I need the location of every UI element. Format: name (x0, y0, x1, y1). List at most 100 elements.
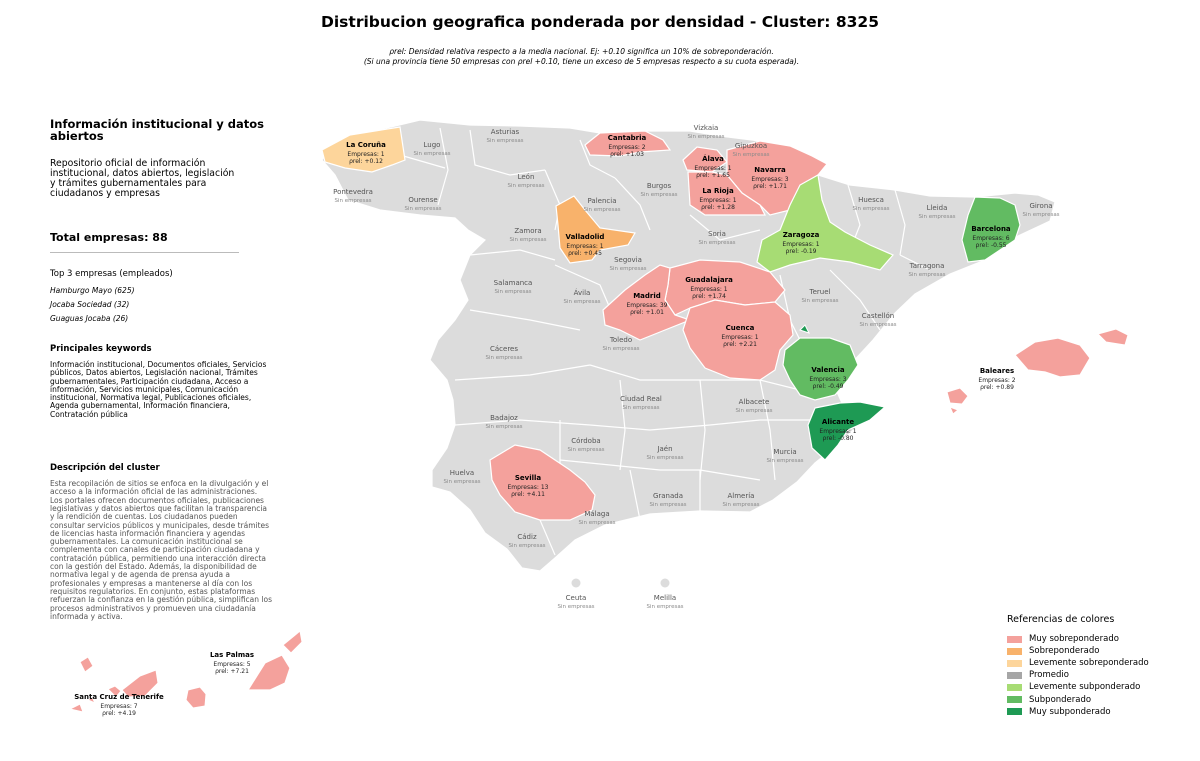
region-name: Navarra (754, 166, 786, 174)
region-no-companies: Sin empresas (485, 355, 522, 361)
province-border (589, 424, 711, 431)
region-label-leon: León Sin empresas (507, 173, 544, 189)
region-rho: ρrel: +2.21 (723, 341, 757, 348)
region-name: Cantabria (608, 134, 647, 142)
region-name: Ciudad Real (620, 395, 662, 403)
province-border (589, 364, 700, 381)
province-border (629, 469, 641, 521)
region-name: Álava (702, 154, 724, 163)
province-cantabria (584, 130, 672, 157)
cluster-description-text: Esta recopilación de sitios se enfoca en… (50, 479, 272, 621)
province-border (559, 459, 661, 471)
region-label-murcia: Murcia Sin empresas (766, 448, 803, 464)
region-no-companies: Sin empresas (567, 447, 604, 453)
legend-swatch (1007, 635, 1022, 643)
province-valladolid (555, 195, 636, 264)
region-count: Empresas: 1 (699, 197, 736, 204)
region-label-cordoba: Córdoba Sin empresas (567, 437, 604, 453)
keywords-text: Información institucional, Documentos of… (50, 360, 267, 419)
region-count: Empresas: 3 (751, 176, 788, 183)
region-rho: ρrel: +1.01 (630, 309, 664, 316)
region-rho: ρrel: +0.12 (349, 158, 383, 165)
region-name: Burgos (647, 182, 672, 190)
province-border (454, 364, 591, 381)
region-label-asturias: Asturias Sin empresas (486, 128, 523, 144)
province-border (689, 214, 761, 241)
region-label-soria: Soria Sin empresas (698, 230, 735, 246)
region-name: Santa Cruz de Tenerife (74, 693, 164, 701)
region-label-toledo: Toledo Sin empresas (602, 336, 639, 352)
region-name: Valladolid (566, 233, 605, 241)
province-border (614, 177, 651, 231)
region-name: Sevilla (515, 474, 542, 482)
legend-label: Subponderado (1029, 694, 1092, 705)
region-label-cadiz: Cádiz Sin empresas (508, 533, 545, 549)
legend-item-levemente-subponderado: Levemente subponderado (1007, 681, 1187, 693)
region-name: Tarragona (909, 262, 945, 270)
region-count: Empresas: 1 (347, 151, 384, 158)
region-count: Empresas: 5 (213, 661, 250, 668)
region-no-companies: Sin empresas (732, 152, 769, 158)
region-count: Empresas: 3 (809, 376, 846, 383)
region-rho: ρrel: +4.19 (102, 710, 136, 717)
province-la-coruna (321, 126, 406, 173)
region-rho: ρrel: +4.11 (511, 491, 545, 498)
top-company-item: Guaguas Jocaba (26) (50, 314, 129, 323)
region-no-companies: Sin empresas (722, 502, 759, 508)
region-rho: ρrel: +7.21 (215, 668, 249, 675)
region-name: Cáceres (490, 345, 518, 353)
region-name: Huelva (450, 469, 474, 477)
region-count: Empresas: 39 (627, 302, 668, 309)
region-name: Madrid (633, 292, 661, 300)
region-no-companies: Sin empresas (507, 183, 544, 189)
region-count: Empresas: 1 (721, 334, 758, 341)
province-las-palmas (246, 654, 291, 691)
region-name: Córdoba (571, 437, 600, 445)
region-name: Segovia (614, 256, 642, 264)
region-label-teruel: Teruel Sin empresas (801, 288, 838, 304)
region-label-girona: Girona Sin empresas (1022, 202, 1059, 218)
region-name: Granada (653, 492, 683, 500)
legend-swatch (1007, 647, 1022, 655)
legend-swatch (1007, 671, 1022, 679)
total-companies: Total empresas: 88 (50, 231, 168, 244)
region-label-granada: Granada Sin empresas (649, 492, 686, 508)
region-label-lugo: Lugo Sin empresas (413, 141, 450, 157)
region-rho: ρrel: +1.71 (753, 183, 787, 190)
region-label-almeria: Almería Sin empresas (722, 492, 759, 508)
legend-label: Levemente sobreponderado (1029, 658, 1149, 669)
top-company-item: Hamburgo Mayo (625) (50, 286, 135, 295)
region-name: Castellón (862, 312, 894, 320)
region-name: Lleida (927, 204, 948, 212)
region-name: Alicante (822, 418, 854, 426)
region-no-companies: Sin empresas (908, 272, 945, 278)
region-rho: ρrel: -0.55 (976, 242, 1007, 249)
region-no-companies: Sin empresas (698, 240, 735, 246)
legend-label: Sobreponderado (1029, 646, 1100, 657)
region-no-companies: Sin empresas (583, 207, 620, 213)
province-border (709, 419, 810, 426)
region-count: Empresas: 7 (100, 703, 137, 710)
region-label-ourense: Ourense Sin empresas (404, 196, 441, 212)
region-name: Baleares (980, 367, 1014, 375)
province-border (437, 127, 449, 206)
region-no-companies: Sin empresas (766, 458, 803, 464)
province-border (619, 379, 626, 471)
region-name: La Rioja (702, 187, 734, 195)
color-legend: Referencias de colores Muy sobreponderad… (1007, 614, 1187, 718)
region-name: Ceuta (566, 594, 587, 602)
region-no-companies: Sin empresas (485, 424, 522, 430)
province-melilla (660, 578, 670, 588)
region-rho: ρrel: +1.28 (701, 204, 735, 211)
region-label-burgos: Burgos Sin empresas (640, 182, 677, 198)
region-count: Empresas: 1 (819, 428, 856, 435)
region-no-companies: Sin empresas (735, 408, 772, 414)
legend-item-sobreponderado: Sobreponderado (1007, 645, 1187, 657)
region-label-lleida: Lleida Sin empresas (918, 204, 955, 220)
